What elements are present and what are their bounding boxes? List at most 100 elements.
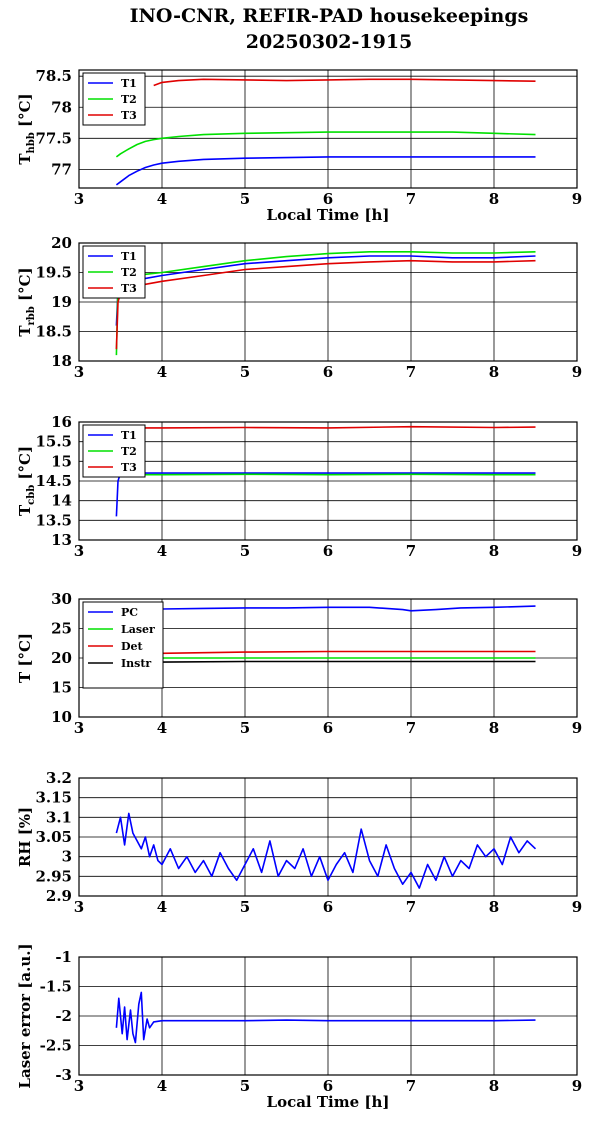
plot-frame — [78, 242, 578, 362]
y-tick-label: 14 — [51, 492, 72, 510]
y-tick-label: 13 — [51, 531, 72, 549]
panel-rh: 3 4 5 6 7 8 9 2.9 2.953 3.05 3.13.15 3.2 RH [%] — [16, 769, 582, 916]
plot-frame — [78, 777, 578, 897]
y-tick-label: -2.5 — [40, 1037, 72, 1055]
series-line-rbb-2 — [115, 259, 536, 350]
x-tick-label: 3 — [74, 542, 84, 560]
y-tick-label: -3 — [55, 1066, 72, 1084]
legend-box — [82, 601, 164, 689]
x-tick-label: 4 — [157, 363, 167, 381]
y-tick-label: 19 — [51, 293, 72, 311]
legend-label: T3 — [121, 282, 137, 295]
legend-box — [82, 245, 146, 299]
x-tick-label: 7 — [406, 363, 416, 381]
y-tick-label: -2 — [55, 1007, 72, 1025]
series-line-cbb-0 — [115, 472, 536, 517]
y-tick-label: 13.5 — [35, 511, 72, 529]
x-tick-label: 5 — [240, 1077, 250, 1095]
legend-label: PC — [121, 606, 138, 619]
x-tick-label: 9 — [572, 190, 582, 208]
legend: T1 T2 T3 — [82, 72, 146, 126]
series-line-hbb-2 — [153, 78, 536, 87]
x-tick-label: 9 — [572, 542, 582, 560]
series-line-temps-3 — [116, 660, 536, 664]
x-tick-label: 9 — [572, 898, 582, 916]
x-tick-label: 9 — [572, 363, 582, 381]
y-tick-label: 18 — [51, 352, 72, 370]
y-tick-label: 15.5 — [35, 433, 72, 451]
series-line-hbb-1 — [115, 131, 536, 158]
legend-label: T1 — [121, 250, 137, 263]
x-tick-label: 5 — [240, 363, 250, 381]
legend-label: T2 — [121, 266, 137, 279]
x-tick-label: 4 — [157, 898, 167, 916]
x-tick-label: 3 — [74, 719, 84, 737]
x-tick-label: 6 — [323, 363, 333, 381]
series-line-laser-0 — [115, 991, 536, 1044]
y-tick-label: 20 — [51, 234, 72, 252]
x-tick-label: 3 — [74, 363, 84, 381]
x-axis-label: Local Time [h] — [267, 206, 390, 224]
y-axis-label: T [°C] — [16, 633, 34, 683]
x-tick-label: 6 — [323, 190, 333, 208]
y-tick-label: 18.5 — [35, 323, 72, 341]
y-tick-label: 2.9 — [46, 887, 72, 905]
x-tick-label: 3 — [74, 190, 84, 208]
x-tick-label: 8 — [489, 190, 499, 208]
series-line-rbb-1 — [115, 251, 536, 356]
x-tick-label: 3 — [74, 898, 84, 916]
x-tick-label: 4 — [157, 719, 167, 737]
plot-frame — [78, 69, 578, 189]
y-tick-label: -1.5 — [40, 978, 72, 996]
series-line-rbb-0 — [115, 255, 536, 326]
y-tick-label: 20 — [51, 649, 72, 667]
y-axis-label: Laser error [a.u.] — [16, 943, 34, 1088]
x-tick-label: 7 — [406, 719, 416, 737]
legend-label: T1 — [121, 77, 137, 90]
x-tick-label: 9 — [572, 719, 582, 737]
x-tick-label: 7 — [406, 1077, 416, 1095]
figure-title-line2: 20250302-1915 — [246, 31, 413, 53]
panel-laser: 3 4 5 6 7 8 9 -3 -2.5 -2 -1.5 -1 Local Time [h] Laser… — [16, 943, 582, 1111]
series-line-temps-1 — [116, 657, 536, 660]
x-tick-label: 6 — [323, 542, 333, 560]
x-tick-label: 7 — [406, 190, 416, 208]
x-tick-label: 7 — [406, 898, 416, 916]
y-tick-label: 3.1 — [46, 808, 72, 826]
series-line-temps-2 — [116, 650, 536, 656]
x-tick-label: 6 — [323, 719, 333, 737]
x-tick-label: 4 — [157, 1077, 167, 1095]
y-tick-label: 77 — [51, 160, 72, 178]
figure-title-line1: INO-CNR, REFIR-PAD housekeepings — [130, 5, 529, 27]
y-tick-label: 2.95 — [35, 867, 72, 885]
x-tick-label: 4 — [157, 542, 167, 560]
x-tick-label: 5 — [240, 190, 250, 208]
y-tick-label: 19.5 — [35, 264, 72, 282]
y-tick-label: 16 — [51, 413, 72, 431]
legend-label: T2 — [121, 93, 137, 106]
y-tick-label: 77.5 — [35, 129, 72, 147]
y-axis-label: Tcbb [°C] — [16, 446, 37, 516]
x-tick-label: 8 — [489, 1077, 499, 1095]
y-tick-label: 3 — [62, 848, 72, 866]
plot-frame — [78, 598, 578, 718]
y-tick-label: 30 — [51, 590, 72, 608]
y-tick-label: 14.5 — [35, 472, 72, 490]
legend-label: Instr — [121, 657, 151, 670]
legend-label: T3 — [121, 461, 137, 474]
y-tick-label: 10 — [51, 708, 72, 726]
y-tick-label: 3.15 — [35, 789, 72, 807]
series-line-rh-0 — [115, 812, 537, 889]
y-tick-label: 25 — [51, 620, 72, 638]
y-axis-label: RH [%] — [16, 807, 34, 867]
y-axis-label: Trbb [°C] — [16, 267, 37, 336]
legend: T1 T2 T3 — [82, 424, 146, 478]
series-line-cbb-2 — [116, 425, 536, 429]
panel-temps: 3 4 5 6 7 8 9 10 15 20 25 30 T [°C] PC Laser Det Instr — [16, 590, 582, 737]
y-axis-label: Thbb [°C] — [16, 93, 37, 164]
series-line-temps-0 — [116, 605, 536, 613]
x-tick-label: 6 — [323, 898, 333, 916]
